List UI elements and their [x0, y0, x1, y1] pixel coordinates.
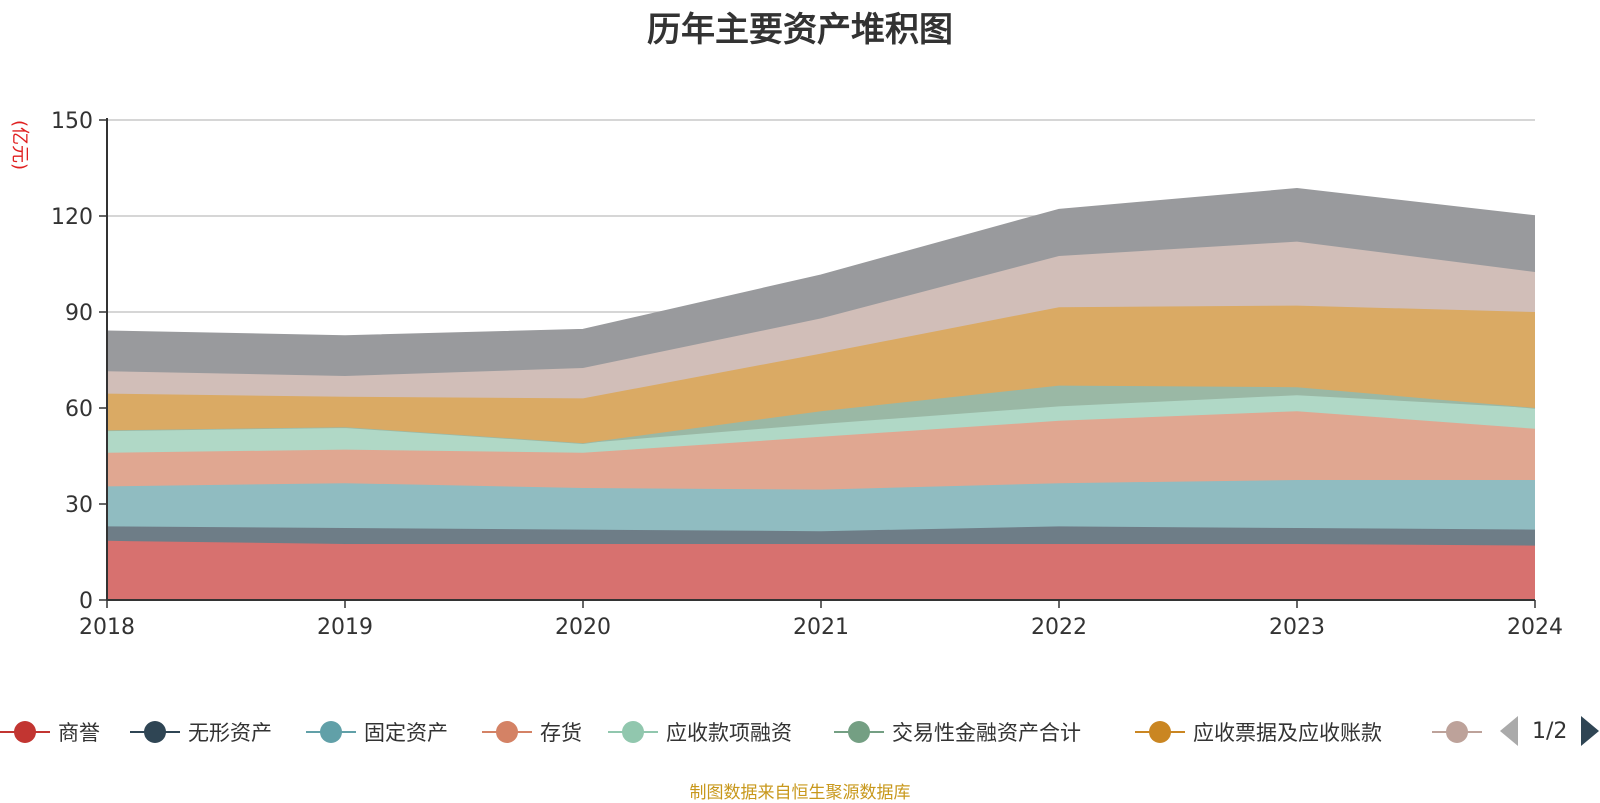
- x-tick-label: 2022: [1031, 615, 1087, 640]
- y-tick-label: 60: [65, 397, 93, 422]
- y-tick-label: 0: [79, 589, 93, 614]
- legend-label: 交易性金融资产合计: [892, 721, 1081, 745]
- legend-item[interactable]: 商誉: [0, 712, 100, 752]
- area-series-8: [107, 188, 1535, 376]
- legend-item[interactable]: 存货: [482, 712, 582, 752]
- legend-page-indicator: 1/2: [1532, 718, 1568, 744]
- legend-item[interactable]: 应收款项融资: [608, 712, 792, 752]
- legend-marker-icon: [1432, 720, 1482, 744]
- legend-item[interactable]: 应收票据及应收账款: [1135, 712, 1382, 752]
- legend-item[interactable]: 无形资产: [130, 712, 272, 752]
- area-layer: [106, 188, 1536, 600]
- x-tick-label: 2023: [1269, 615, 1325, 640]
- legend-label: 无形资产: [188, 721, 272, 745]
- data-source-note: 制图数据来自恒生聚源数据库: [689, 783, 911, 803]
- legend-label: 应收票据及应收账款: [1193, 721, 1382, 745]
- x-tick-label: 2019: [317, 615, 373, 640]
- axis-layer: 0 30 60 90 120 150 2018 2019 2020 2021 2022 2023 202…: [51, 109, 1563, 640]
- legend-marker-icon: [0, 720, 50, 744]
- area-series-2: [107, 480, 1535, 532]
- legend-marker-icon: [482, 720, 532, 744]
- area-series-6: [107, 305, 1535, 444]
- x-tick-label: 2018: [79, 615, 135, 640]
- legend-item[interactable]: 固定资产: [306, 712, 448, 752]
- y-tick-label: 90: [65, 301, 93, 326]
- x-tick-label: 2021: [793, 615, 849, 640]
- legend-marker-icon: [608, 720, 658, 744]
- legend-marker-icon: [130, 720, 180, 744]
- area-line-8: [106, 188, 1536, 337]
- legend-label: 商誉: [58, 721, 100, 745]
- area-series-3: [107, 411, 1535, 490]
- chart-title: 历年主要资产堆积图: [647, 10, 953, 50]
- area-series-0: [107, 540, 1535, 600]
- stacked-area-chart: 0 30 60 90 120 150 2018 2019 2020 2021 2022 2023 202…: [51, 109, 1563, 640]
- area-series-5: [107, 385, 1535, 444]
- y-tick-label: 120: [51, 205, 93, 230]
- legend-marker-icon: [306, 720, 356, 744]
- legend-next-page-button[interactable]: [1581, 716, 1600, 746]
- legend-marker-icon: [1135, 720, 1185, 744]
- legend-item[interactable]: 交易性金融资产合计: [834, 712, 1081, 752]
- legend-pager: 1/2: [1500, 716, 1600, 746]
- legend-label: 存货: [540, 721, 582, 745]
- area-series-1: [107, 526, 1535, 546]
- y-tick-label: 30: [65, 493, 93, 518]
- legend-item[interactable]: [1432, 712, 1490, 752]
- legend: 商誉 无形资产 固定资产 存货 应收款项融资 交易性金融资产合计 应收票据及应收账款: [0, 712, 1600, 752]
- legend-label: 固定资产: [364, 721, 448, 745]
- x-tick-label: 2024: [1507, 615, 1563, 640]
- legend-marker-icon: [834, 720, 884, 744]
- y-tick-label: 150: [51, 109, 93, 134]
- legend-prev-page-button[interactable]: [1500, 716, 1518, 746]
- area-series-7: [107, 241, 1535, 399]
- x-tick-label: 2020: [555, 615, 611, 640]
- legend-label: 应收款项融资: [666, 721, 792, 745]
